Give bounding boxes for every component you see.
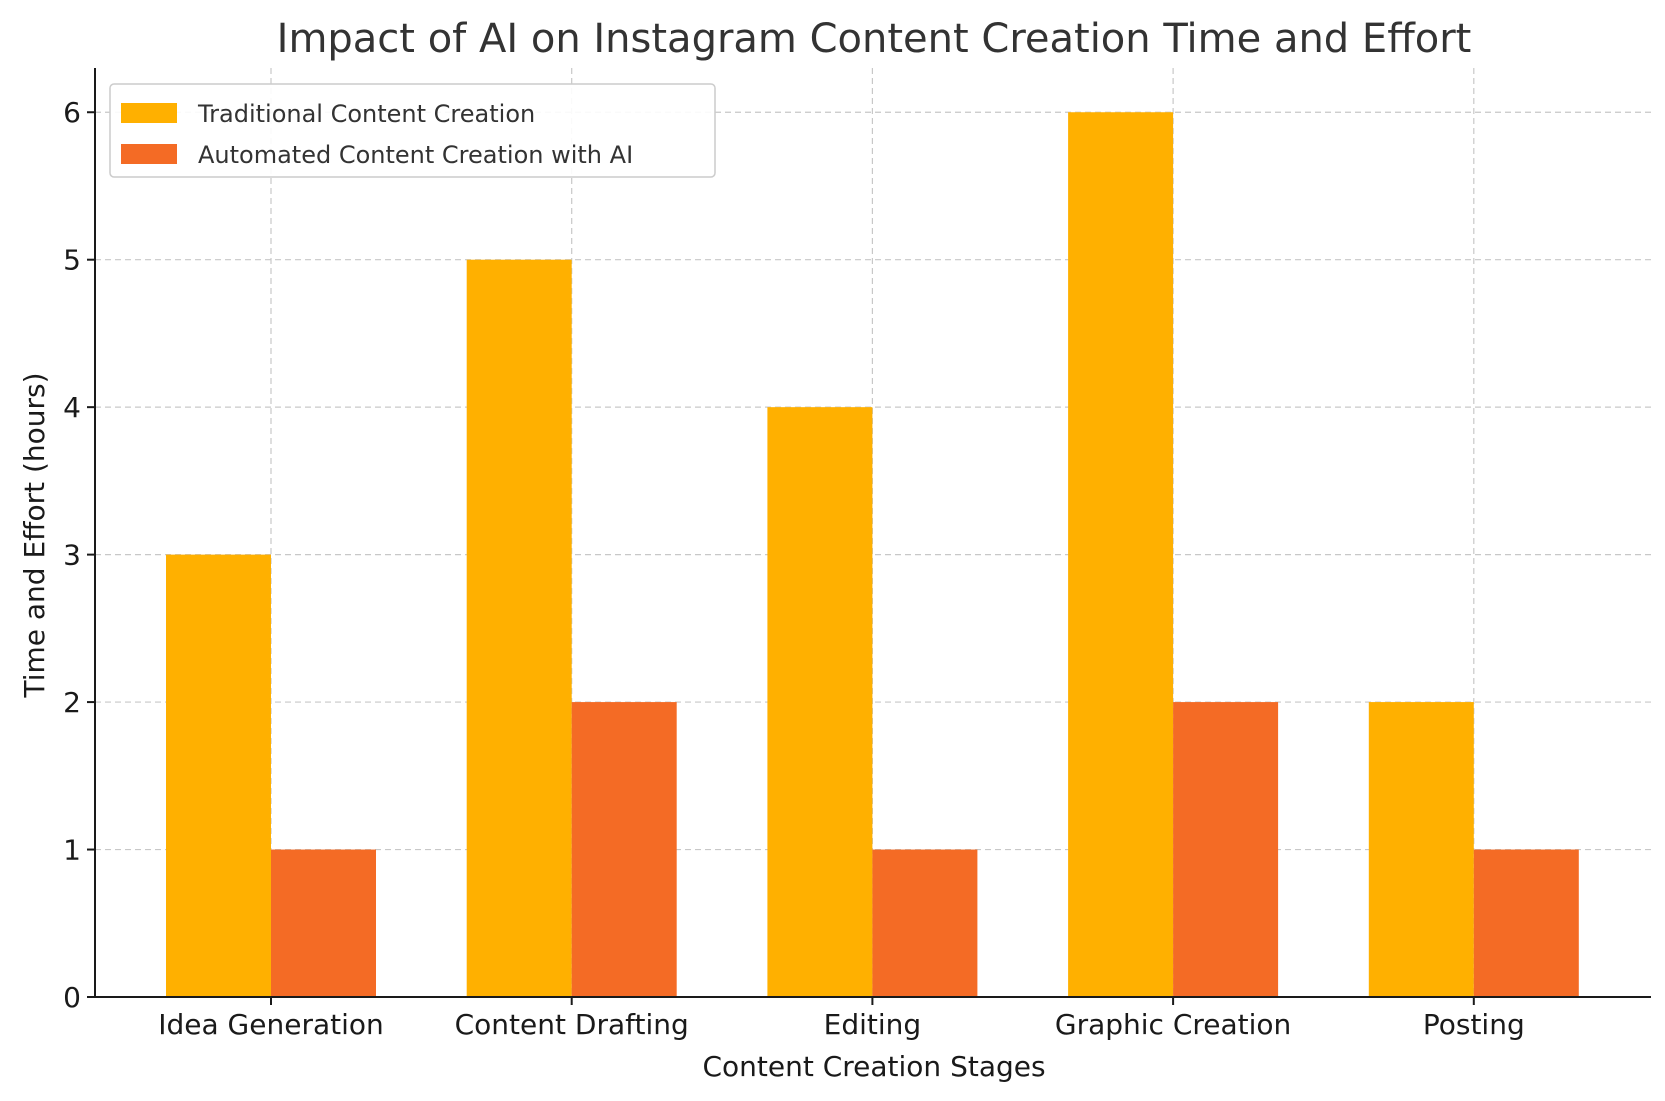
bar (166, 554, 271, 997)
y-tick-label: 6 (63, 96, 81, 129)
bar (1173, 702, 1279, 997)
bar (1473, 849, 1579, 997)
x-tick-label: Idea Generation (158, 1008, 384, 1041)
bar (767, 407, 873, 998)
y-tick-label: 5 (63, 244, 81, 277)
y-axis-label: Time and Effort (hours) (18, 372, 51, 698)
chart-title: Impact of AI on Instagram Content Creati… (277, 16, 1472, 62)
x-tick-label: Graphic Creation (1055, 1008, 1291, 1041)
y-tick-label: 2 (63, 686, 81, 719)
y-tick-label: 0 (63, 981, 81, 1014)
x-tick-label: Posting (1423, 1008, 1525, 1041)
bar (1068, 112, 1174, 997)
y-tick-label: 3 (63, 539, 81, 572)
legend-label: Traditional Content Creation (197, 100, 535, 128)
bar (466, 259, 572, 997)
x-tick-label: Editing (824, 1008, 922, 1041)
y-tick-label: 1 (63, 834, 81, 867)
x-axis-label: Content Creation Stages (702, 1050, 1045, 1083)
ticks-layer: 0 1 2 3 4 5 6 Idea Generation Content Drafting Ed… (63, 96, 1525, 1041)
bar (1368, 702, 1474, 997)
legend-swatch (121, 144, 177, 164)
legend-swatch (121, 103, 177, 123)
legend-box (109, 83, 716, 178)
bar (271, 849, 376, 997)
y-tick-label: 4 (63, 391, 81, 424)
bars-layer (166, 112, 1579, 998)
x-tick-label: Content Drafting (455, 1008, 689, 1041)
bar (571, 702, 677, 997)
legend: Traditional Content Creation Automated Co… (109, 83, 716, 178)
bar (872, 849, 978, 997)
legend-label: Automated Content Creation with AI (198, 141, 633, 169)
